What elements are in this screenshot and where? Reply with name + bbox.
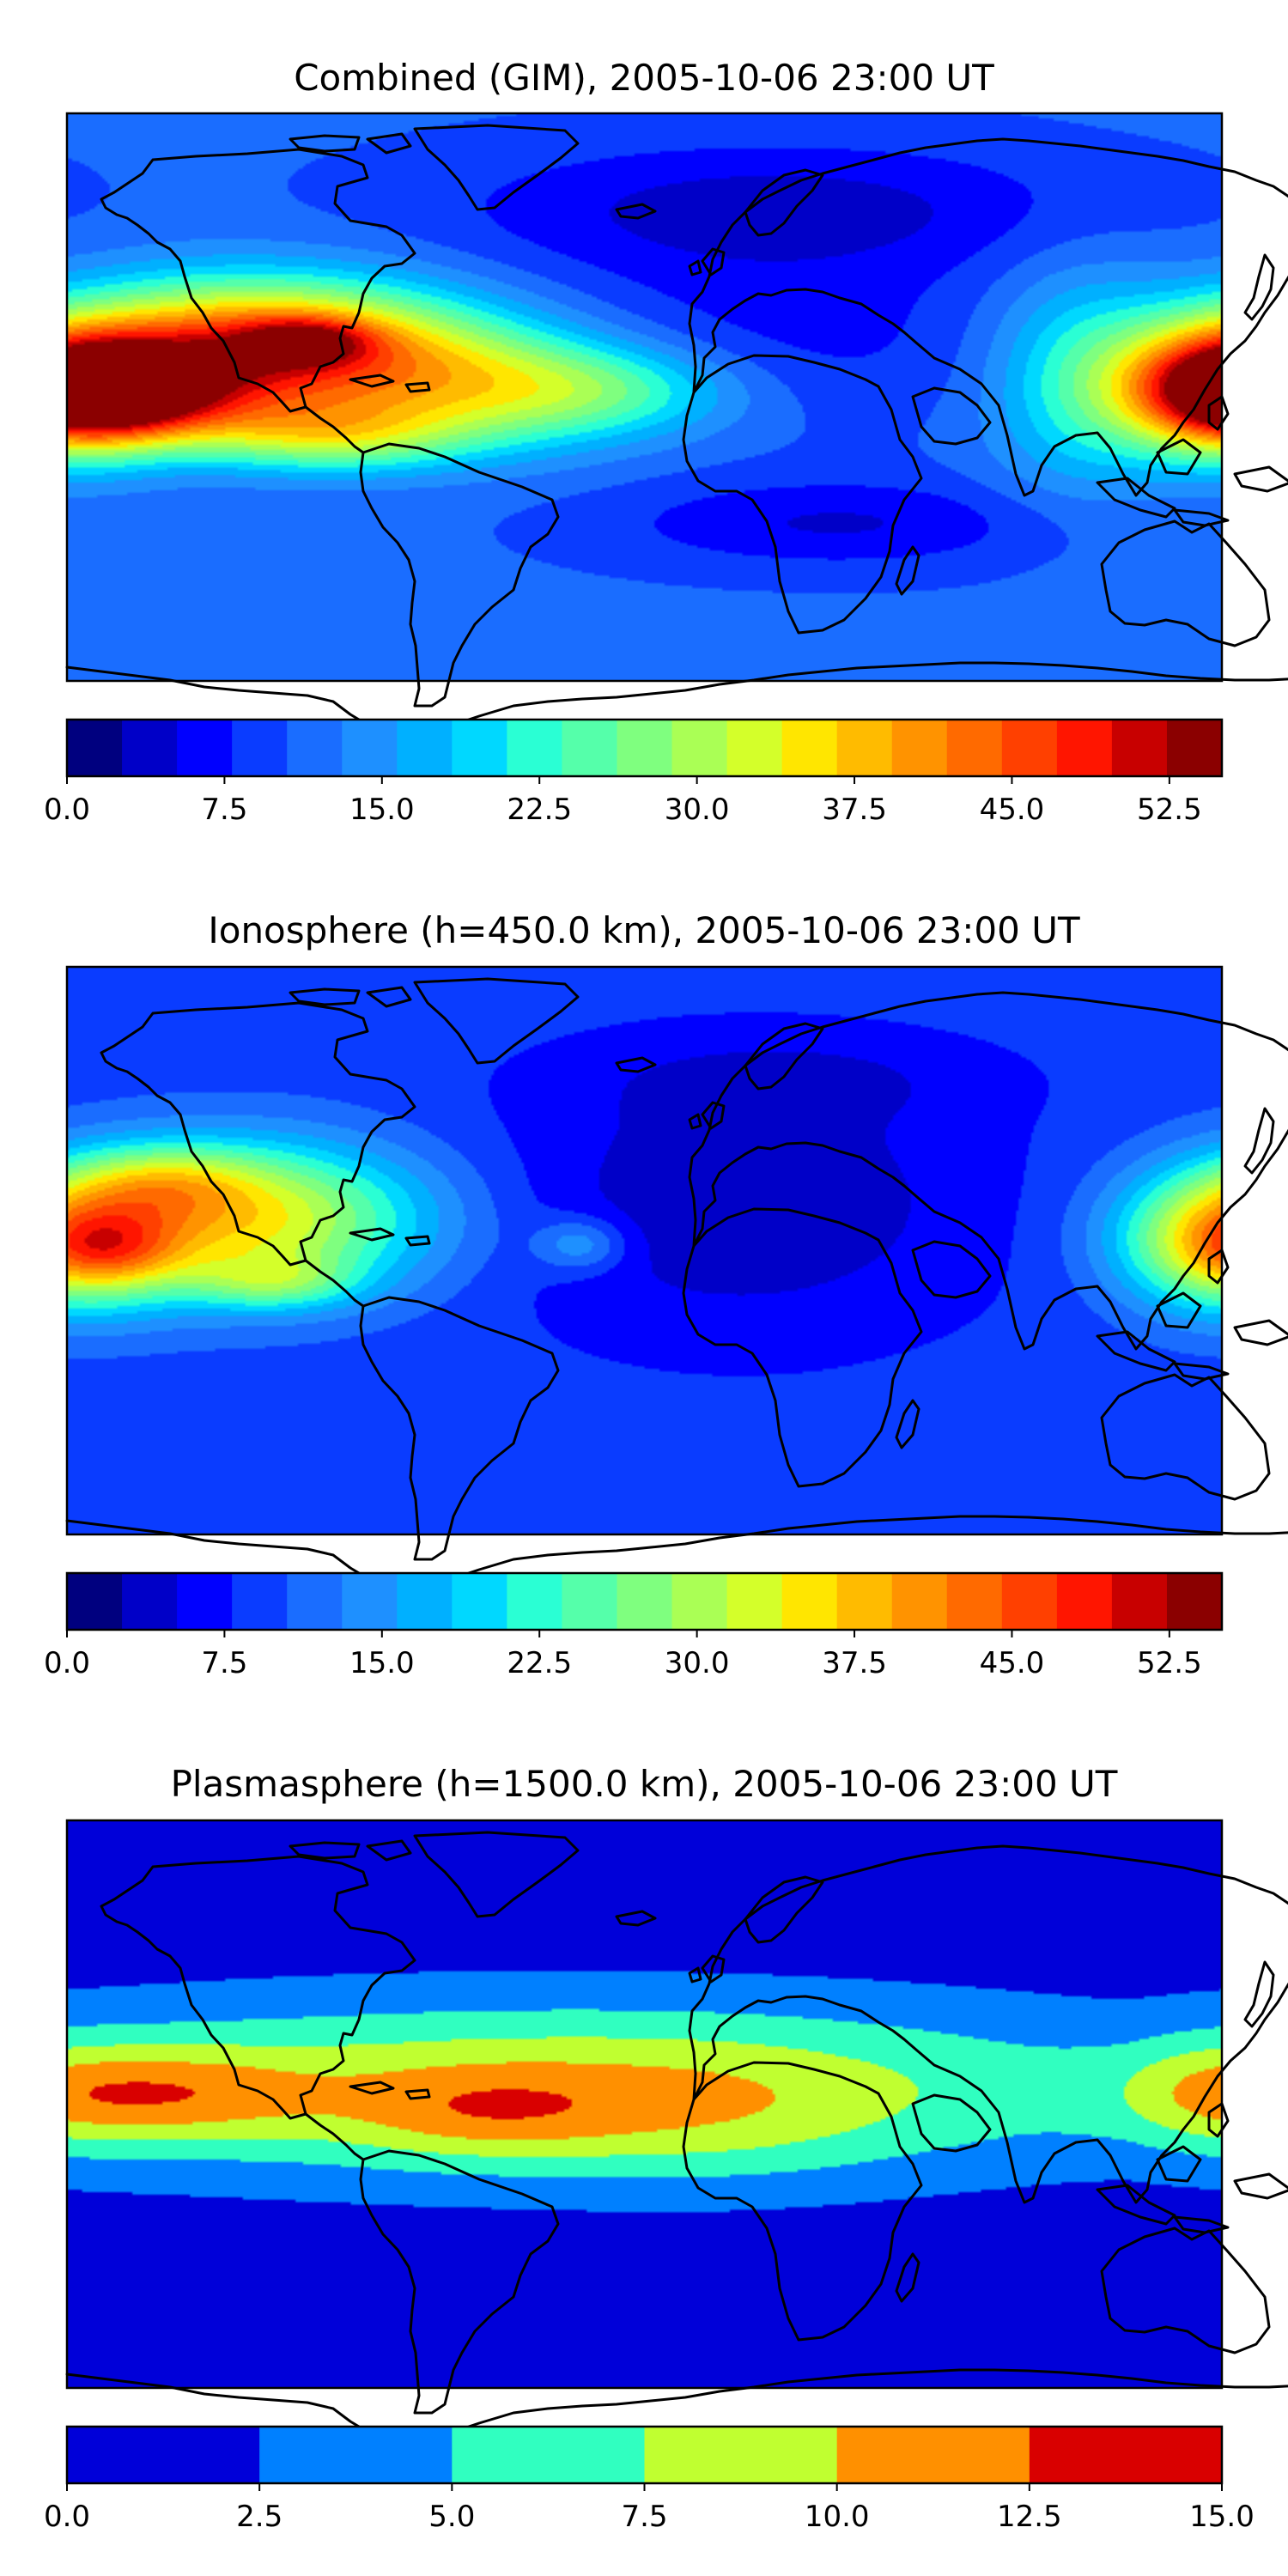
panel-combined: Combined (GIM), 2005-10-06 23:00 UT 0.0 7… — [44, 57, 1288, 827]
colorbar-segment — [617, 720, 673, 776]
colorbar-segment — [287, 720, 343, 776]
colorbar-tick-label: 2.5 — [236, 2500, 283, 2534]
colorbar-segment — [946, 720, 1003, 776]
colorbar-segment — [836, 2427, 1030, 2483]
colorbar-segment — [232, 720, 288, 776]
colorbar-segment — [177, 720, 233, 776]
heatmap-plasmasphere — [67, 1820, 1222, 2388]
colorbar-segment — [67, 1573, 123, 1630]
colorbar-segment — [397, 1573, 453, 1630]
colorbar-tick-label: 37.5 — [822, 793, 887, 827]
colorbar-segment — [671, 720, 728, 776]
colorbar-segment — [1056, 720, 1113, 776]
colorbar-segment — [342, 720, 398, 776]
colorbar-segment — [259, 2427, 453, 2483]
colorbar-segment — [891, 720, 948, 776]
colorbar-segment — [452, 720, 507, 776]
chart-title-ionosphere: Ionosphere (h=450.0 km), 2005-10-06 23:0… — [208, 909, 1080, 951]
colorbar-segment — [67, 720, 123, 776]
colorbar-segment — [671, 1573, 728, 1630]
colorbar-segment — [177, 1573, 233, 1630]
colorbar-tick-label: 45.0 — [980, 1646, 1045, 1680]
colorbar-tick-label: 22.5 — [507, 1646, 572, 1680]
colorbar-segment — [891, 1573, 948, 1630]
map-frame-ionosphere — [65, 965, 1224, 1536]
colorbar-tick-label: 52.5 — [1137, 1646, 1202, 1680]
colorbar-segment — [122, 1573, 178, 1630]
colorbar-tick-label: 15.0 — [1189, 2500, 1255, 2534]
colorbar-segment — [562, 720, 618, 776]
colorbar-segment — [726, 1573, 783, 1630]
colorbar-segment — [1111, 1573, 1168, 1630]
colorbar-segment — [452, 2427, 646, 2483]
map-combined — [65, 112, 1288, 732]
colorbar-combined: 0.0 7.5 15.0 22.5 30.0 37.5 45.0 52.5 — [44, 718, 1224, 827]
colorbar-tick-label: 0.0 — [44, 793, 90, 827]
colorbar-frame — [65, 1571, 1224, 1631]
heatmap-combined — [67, 113, 1222, 681]
colorbar-plasmasphere: 0.0 2.5 5.0 7.5 10.0 12.5 15.0 — [44, 2425, 1255, 2534]
colorbar-segment — [562, 1573, 618, 1630]
heatmap-ionosphere — [67, 967, 1222, 1534]
colorbar-tick-label: 0.0 — [44, 2500, 90, 2534]
chart-title-combined: Combined (GIM), 2005-10-06 23:00 UT — [294, 57, 994, 99]
colorbar-segment — [507, 1573, 563, 1630]
colorbar-tick-label: 22.5 — [507, 793, 572, 827]
colorbar-tick-label: 12.5 — [997, 2500, 1062, 2534]
colorbar-segment — [122, 720, 178, 776]
colorbar-segment — [507, 720, 563, 776]
colorbar-tick-label: 15.0 — [349, 793, 415, 827]
colorbar-tick-label: 30.0 — [665, 1646, 730, 1680]
colorbar-segment — [617, 1573, 673, 1630]
colorbar-segment — [452, 1573, 507, 1630]
colorbar-segment — [1166, 720, 1223, 776]
colorbar-tick-label: 52.5 — [1137, 793, 1202, 827]
panel-ionosphere: Ionosphere (h=450.0 km), 2005-10-06 23:0… — [44, 909, 1288, 1680]
colorbar-segment — [836, 1573, 893, 1630]
colorbar-segment — [1056, 1573, 1113, 1630]
colorbar-segment — [1001, 1573, 1058, 1630]
colorbar-tick-label: 37.5 — [822, 1646, 887, 1680]
colorbar-frame — [65, 718, 1224, 778]
colorbar-segment — [287, 1573, 343, 1630]
colorbar-segment — [1166, 1573, 1223, 1630]
map-frame-combined — [65, 112, 1224, 683]
map-ionosphere — [65, 965, 1288, 1585]
colorbar-tick-label: 45.0 — [980, 793, 1045, 827]
colorbar-segment — [67, 2427, 260, 2483]
colorbar-ionosphere: 0.0 7.5 15.0 22.5 30.0 37.5 45.0 52.5 — [44, 1571, 1224, 1680]
colorbar-segment — [726, 720, 783, 776]
colorbar-segment — [781, 720, 838, 776]
panel-plasmasphere: Plasmasphere (h=1500.0 km), 2005-10-06 2… — [44, 1763, 1288, 2534]
colorbar-tick-label: 7.5 — [201, 1646, 247, 1680]
colorbar-tick-label: 7.5 — [201, 793, 247, 827]
map-frame-plasmasphere — [65, 1819, 1224, 2390]
colorbar-tick-label: 5.0 — [428, 2500, 475, 2534]
colorbar-segment — [1111, 720, 1168, 776]
colorbar-segment — [342, 1573, 398, 1630]
colorbar-tick-label: 30.0 — [665, 793, 730, 827]
colorbar-segment — [397, 720, 453, 776]
colorbar-segment — [1029, 2427, 1223, 2483]
colorbar-segment — [836, 720, 893, 776]
colorbar-segment — [232, 1573, 288, 1630]
colorbar-segment — [946, 1573, 1003, 1630]
chart-title-plasmasphere: Plasmasphere (h=1500.0 km), 2005-10-06 2… — [171, 1763, 1118, 1805]
colorbar-segment — [644, 2427, 838, 2483]
map-plasmasphere — [65, 1819, 1288, 2439]
colorbar-tick-label: 7.5 — [621, 2500, 667, 2534]
colorbar-segment — [1001, 720, 1058, 776]
colorbar-tick-label: 15.0 — [349, 1646, 415, 1680]
colorbar-tick-label: 10.0 — [805, 2500, 870, 2534]
colorbar-segment — [781, 1573, 838, 1630]
colorbar-tick-label: 0.0 — [44, 1646, 90, 1680]
